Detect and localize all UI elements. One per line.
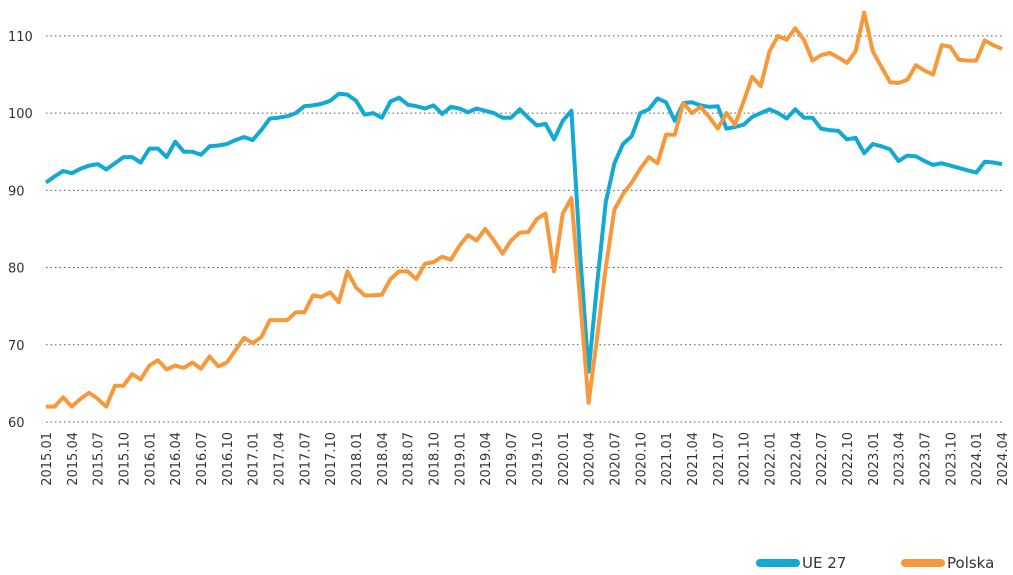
x-tick-label: 2020.04 — [583, 432, 598, 486]
x-tick-label: 2019.10 — [531, 432, 546, 486]
x-tick-label: 2016.01 — [143, 432, 158, 486]
x-tick-label: 2015.01 — [40, 432, 55, 486]
x-tick-label: 2021.04 — [686, 432, 701, 486]
line-series — [44, 91, 1003, 374]
x-tick-label: 2021.01 — [660, 432, 675, 486]
x-tick-label: 2020.07 — [608, 432, 623, 486]
x-tick-label: 2022.07 — [815, 432, 830, 486]
x-tick-label: 2021.10 — [738, 432, 753, 486]
x-tick-label: 2022.04 — [789, 432, 804, 486]
y-tick-label: 80 — [8, 262, 25, 277]
x-tick-label: 2022.01 — [763, 432, 778, 486]
x-tick-label: 2023.04 — [893, 432, 908, 486]
x-tick-label: 2023.10 — [944, 432, 959, 486]
x-tick-label: 2019.04 — [479, 432, 494, 486]
x-tick-label: 2016.07 — [195, 432, 210, 486]
x-tick-label: 2024.01 — [970, 432, 985, 486]
x-tick-label: 2018.10 — [428, 432, 443, 486]
x-tick-label: 2016.04 — [169, 432, 184, 486]
x-tick-label: 2018.07 — [402, 432, 417, 486]
legend-label: Polska — [947, 554, 994, 571]
x-tick-label: 2017.07 — [298, 432, 313, 486]
x-tick-label: 2022.10 — [841, 432, 856, 486]
y-tick-label: 100 — [8, 107, 33, 122]
x-tick-label: 2015.10 — [118, 432, 133, 486]
y-tick-label: 70 — [8, 339, 25, 354]
x-tick-label: 2023.07 — [918, 432, 933, 486]
legend-label: UE 27 — [802, 554, 846, 571]
x-tick-label: 2016.10 — [221, 432, 236, 486]
y-tick-label: 110 — [8, 30, 33, 45]
x-tick-label: 2019.01 — [453, 432, 468, 486]
x-tick-label: 2017.10 — [324, 432, 339, 486]
x-tick-label: 2019.07 — [505, 432, 520, 486]
x-tick-label: 2020.10 — [634, 432, 649, 486]
x-tick-label: 2015.04 — [66, 432, 81, 486]
y-tick-label: 60 — [8, 416, 25, 431]
x-tick-label: 2018.01 — [350, 432, 365, 486]
x-tick-label: 2020.01 — [557, 432, 572, 486]
x-tick-label: 2023.01 — [867, 432, 882, 486]
x-tick-label: 2017.01 — [247, 432, 262, 486]
line-series — [46, 10, 1003, 409]
x-tick-label: 2024.04 — [996, 432, 1011, 486]
x-tick-label: 2018.04 — [376, 432, 391, 486]
y-tick-label: 90 — [8, 184, 25, 199]
x-tick-label: 2015.07 — [92, 432, 107, 486]
x-tick-label: 2017.04 — [273, 432, 288, 486]
x-tick-label: 2021.07 — [712, 432, 727, 486]
